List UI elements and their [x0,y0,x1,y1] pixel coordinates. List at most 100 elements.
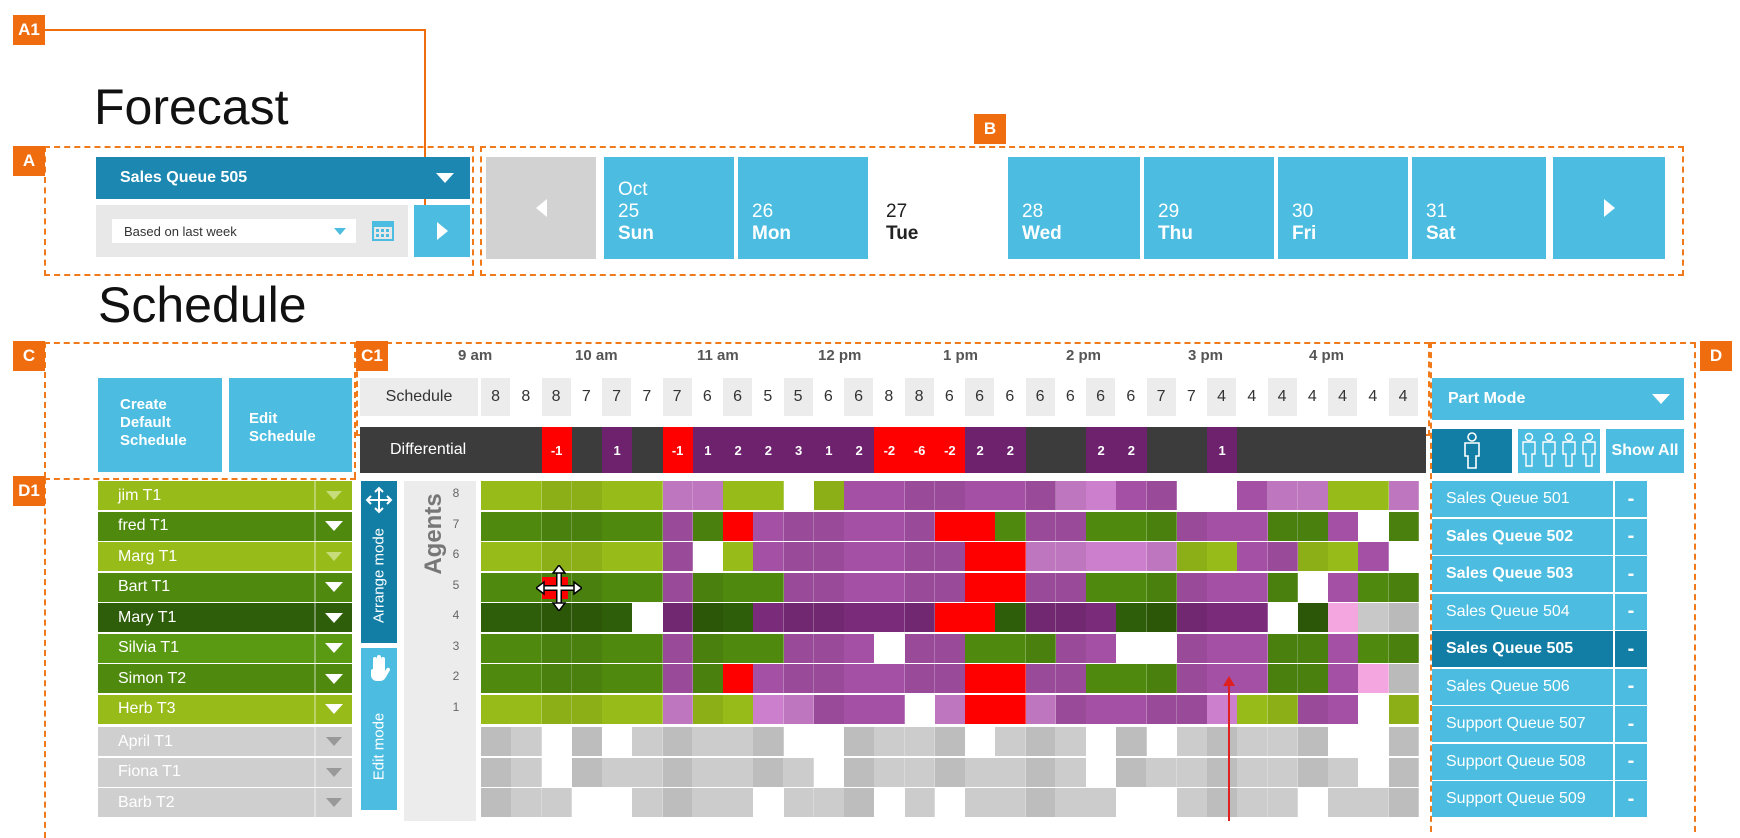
schedule-block[interactable] [813,664,845,693]
schedule-block[interactable] [874,757,905,787]
schedule-block[interactable] [844,542,875,571]
remove-queue-button[interactable]: - [1613,481,1647,517]
agent-dropdown[interactable] [314,727,352,756]
schedule-block[interactable] [481,481,512,510]
schedule-block[interactable] [934,481,966,510]
schedule-block[interactable] [541,633,573,663]
schedule-block[interactable] [753,481,784,510]
schedule-block[interactable] [662,788,694,817]
schedule-block[interactable] [1237,572,1268,602]
schedule-block[interactable] [723,603,754,632]
schedule-block[interactable] [904,633,936,663]
remove-queue-button[interactable]: - [1613,668,1647,705]
schedule-block[interactable] [1207,633,1238,663]
edit-schedule-button[interactable]: Edit Schedule [229,378,352,472]
schedule-block[interactable] [783,757,815,787]
schedule-block[interactable] [1297,727,1329,756]
schedule-block[interactable] [541,664,573,693]
schedule-block[interactable] [904,694,936,724]
schedule-block[interactable] [602,727,633,756]
schedule-block[interactable] [995,757,1026,787]
schedule-block[interactable] [723,664,754,693]
day-tab-sun[interactable]: Oct 25 Sun [604,157,734,259]
schedule-block[interactable] [813,727,845,756]
schedule-block[interactable] [1086,633,1117,663]
schedule-block[interactable] [481,727,512,756]
schedule-block[interactable] [783,481,815,510]
schedule-block[interactable] [1055,633,1087,663]
arrange-mode-button[interactable]: Arrange mode [361,481,397,643]
schedule-block[interactable] [1207,481,1238,510]
schedule-block[interactable] [541,788,573,817]
queue-item[interactable]: Sales Queue 503 - [1432,556,1647,592]
schedule-block[interactable] [632,757,663,787]
schedule-block[interactable] [1358,727,1389,756]
schedule-block[interactable] [692,694,724,724]
schedule-block[interactable] [1388,788,1420,817]
schedule-block[interactable] [511,481,542,510]
schedule-block[interactable] [1176,481,1208,510]
schedule-block[interactable] [874,572,905,602]
schedule-block[interactable] [723,511,754,541]
schedule-block[interactable] [1146,757,1178,787]
schedule-block[interactable] [1328,757,1359,787]
schedule-block[interactable] [571,481,603,510]
schedule-block[interactable] [1328,788,1359,817]
agent-row[interactable]: Fiona T1 [98,757,352,787]
schedule-block[interactable] [602,633,633,663]
schedule-block[interactable] [1267,727,1299,756]
schedule-block[interactable] [874,633,905,663]
edit-mode-button[interactable]: Edit mode [361,648,397,810]
schedule-block[interactable] [723,633,754,663]
schedule-block[interactable] [1116,788,1147,817]
schedule-block[interactable] [874,481,905,510]
schedule-block[interactable] [602,664,633,693]
schedule-block[interactable] [1388,542,1420,571]
schedule-block[interactable] [602,788,633,817]
schedule-block[interactable] [723,727,754,756]
schedule-block[interactable] [692,481,724,510]
schedule-block[interactable] [904,788,936,817]
schedule-block[interactable] [1025,694,1057,724]
schedule-block[interactable] [1328,481,1359,510]
schedule-block[interactable] [813,788,845,817]
schedule-block[interactable] [1086,727,1117,756]
schedule-block[interactable] [632,633,663,663]
agent-dropdown[interactable] [314,694,352,724]
schedule-block[interactable] [662,727,694,756]
schedule-block[interactable] [995,603,1026,632]
schedule-block[interactable] [602,511,633,541]
schedule-block[interactable] [813,542,845,571]
schedule-block[interactable] [1086,603,1117,632]
schedule-block[interactable] [723,788,754,817]
schedule-block[interactable] [934,727,966,756]
schedule-block[interactable] [632,572,663,602]
schedule-block[interactable] [1237,603,1268,632]
schedule-block[interactable] [844,572,875,602]
schedule-block[interactable] [874,511,905,541]
schedule-block[interactable] [511,727,542,756]
schedule-block[interactable] [1207,511,1238,541]
schedule-block[interactable] [813,511,845,541]
schedule-block[interactable] [1055,727,1087,756]
schedule-block[interactable] [1025,788,1057,817]
schedule-block[interactable] [511,664,542,693]
schedule-block[interactable] [844,694,875,724]
schedule-block[interactable] [481,511,512,541]
schedule-block[interactable] [1055,694,1087,724]
agent-dropdown[interactable] [314,603,352,632]
schedule-block[interactable] [632,542,663,571]
schedule-block[interactable] [662,542,694,571]
schedule-block[interactable] [571,633,603,663]
schedule-block[interactable] [1146,633,1178,663]
day-tab-mon[interactable]: 26 Mon [738,157,868,259]
schedule-block[interactable] [1055,603,1087,632]
remove-queue-button[interactable]: - [1613,556,1647,592]
schedule-block[interactable] [1116,633,1147,663]
schedule-block[interactable] [753,727,784,756]
schedule-block[interactable] [1388,603,1420,632]
schedule-block[interactable] [995,542,1026,571]
agent-row[interactable]: Barb T2 [98,788,352,817]
agent-dropdown[interactable] [314,633,352,663]
schedule-block[interactable] [753,603,784,632]
